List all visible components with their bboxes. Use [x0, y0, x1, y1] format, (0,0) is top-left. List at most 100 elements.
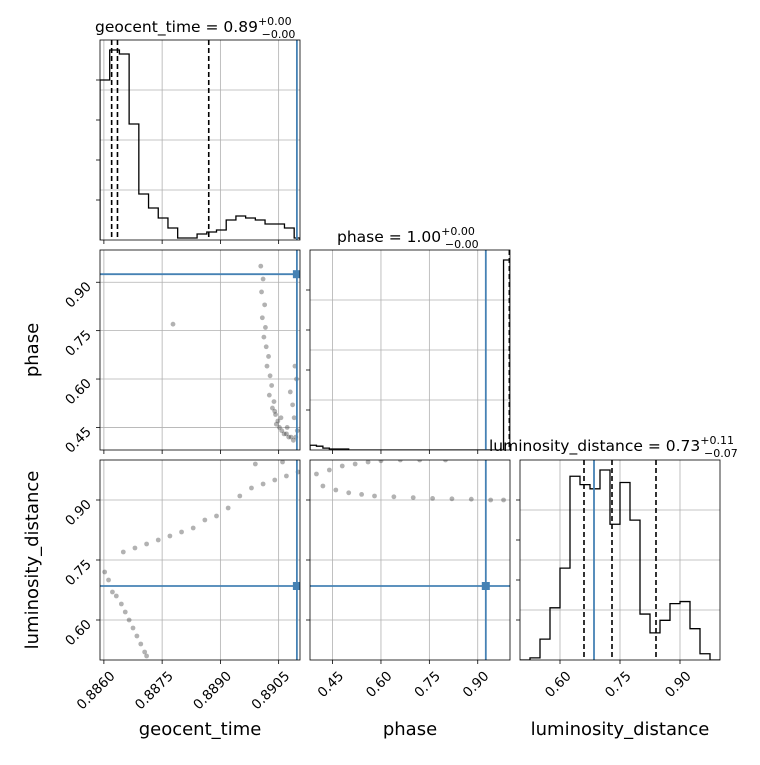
sample-point	[258, 263, 264, 269]
sample-point	[273, 412, 278, 417]
scatter-content	[310, 460, 510, 660]
sample-point	[449, 496, 455, 502]
tick-label: 0.60	[542, 668, 575, 701]
tick-label: 0.60	[363, 668, 396, 701]
sample-point	[144, 653, 150, 659]
sample-point	[138, 641, 144, 647]
sample-point	[179, 529, 184, 535]
panel-frame	[99, 39, 301, 241]
sample-point	[359, 492, 365, 497]
sample-point	[259, 315, 265, 321]
truth-marker	[292, 582, 300, 590]
hist-content	[100, 40, 300, 240]
sample-point	[144, 541, 150, 547]
sample-point	[134, 633, 140, 639]
ylabel-luminosity-distance: luminosity_distance	[22, 471, 43, 650]
sample-point	[378, 460, 384, 464]
sample-point	[110, 589, 115, 595]
panel-luminosity-distance-vs-phase: 0.45 0.60 0.75 0.90	[306, 459, 511, 701]
scatter-content	[100, 250, 300, 450]
panel-luminosity-distance-vs-geocent-time: 0.8860 0.8875 0.8890 0.8905 0.60 0.75 0.90	[62, 459, 301, 713]
sample-point	[333, 487, 339, 493]
sample-point	[291, 415, 297, 421]
sample-point	[391, 494, 397, 500]
sample-point	[202, 517, 208, 523]
tick-label: 0.8905	[249, 668, 294, 713]
sample-point	[443, 460, 448, 463]
sample-point	[120, 549, 126, 555]
sample-point	[320, 483, 326, 489]
title-luminosity-distance: luminosity_distance = 0.73+0.11 −0.07	[489, 434, 738, 460]
sample-point	[130, 625, 136, 631]
sample-point	[118, 601, 124, 607]
sample-point	[249, 485, 254, 491]
sample-point	[262, 302, 268, 308]
xlabel-geocent-time: geocent_time	[139, 719, 262, 740]
tick-label: 0.45	[315, 668, 348, 701]
xlabel-phase: phase	[383, 719, 437, 740]
sample-point	[277, 425, 282, 430]
truth-marker	[481, 582, 490, 590]
sample-point	[365, 460, 371, 465]
sample-point	[272, 408, 278, 414]
sample-point	[273, 421, 279, 427]
sample-point	[271, 399, 277, 405]
sample-point	[260, 481, 266, 487]
sample-point	[170, 321, 176, 327]
sample-point	[346, 490, 352, 496]
sample-point	[266, 354, 271, 359]
sample-point	[214, 513, 219, 519]
sample-point	[372, 493, 377, 499]
sample-point	[468, 496, 474, 502]
sample-point	[264, 363, 270, 369]
sample-point	[225, 505, 231, 511]
sample-point	[122, 609, 128, 615]
sample-point	[126, 617, 132, 623]
truth-marker	[292, 270, 300, 279]
sample-point	[263, 344, 269, 350]
sample-point	[430, 496, 435, 501]
xlabel-luminosity-distance: luminosity_distance	[531, 719, 710, 740]
sample-point	[252, 461, 258, 467]
sample-point	[279, 428, 285, 434]
tick-label: 0.90	[662, 668, 695, 701]
sample-point	[260, 276, 266, 282]
tick-label: 0.75	[602, 668, 635, 701]
sample-point	[287, 389, 293, 395]
sample-point	[106, 577, 111, 583]
sample-point	[270, 405, 275, 411]
hist-content	[310, 250, 510, 450]
sample-point	[397, 460, 403, 463]
sample-point	[280, 460, 285, 465]
sample-point	[278, 415, 284, 421]
sample-point	[142, 649, 148, 655]
tick-label: 0.60	[62, 617, 95, 650]
sample-point	[263, 325, 268, 330]
sample-point	[314, 471, 319, 477]
sample-point	[410, 495, 416, 500]
tick-label: 0.8890	[190, 668, 235, 713]
sample-point	[284, 473, 289, 479]
sample-point	[272, 477, 278, 483]
tick-label: 0.90	[62, 497, 95, 530]
panel-frame	[309, 249, 511, 451]
tick-label: 0.8875	[132, 668, 177, 713]
title-geocent-time: geocent_time = 0.89+0.00 −0.00	[95, 15, 295, 41]
panel-phase-hist	[306, 249, 511, 454]
ylabel-phase: phase	[22, 323, 43, 377]
sample-point	[267, 373, 273, 379]
tick-label: 0.8860	[74, 668, 119, 713]
tick-label: 0.60	[62, 376, 95, 409]
sample-point	[288, 434, 294, 440]
sample-point	[102, 569, 108, 575]
title-phase: phase = 1.00+0.00 −0.00	[337, 225, 479, 251]
panel-frame	[99, 249, 301, 451]
sample-point	[266, 392, 272, 398]
sample-point	[261, 334, 267, 340]
sample-point	[281, 431, 287, 437]
tick-label: 0.90	[62, 279, 95, 312]
sample-point	[132, 545, 138, 551]
histogram-step	[310, 259, 510, 450]
